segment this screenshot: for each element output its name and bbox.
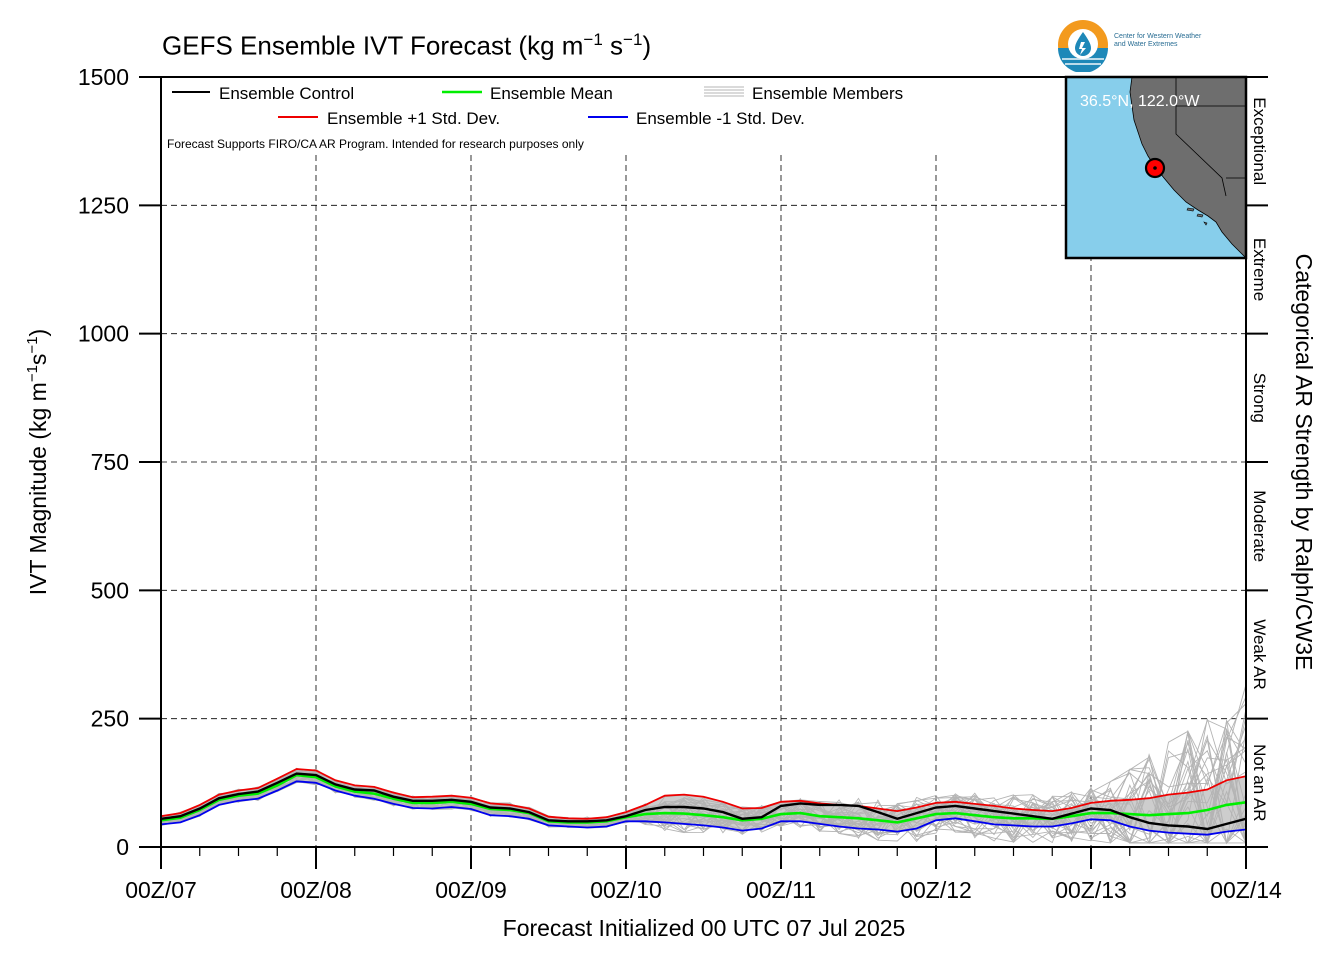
- inset-map: 36.5°N, 122.0°W: [1064, 75, 1248, 260]
- map-islands: [1186, 207, 1208, 226]
- research-note: Forecast Supports FIRO/CA AR Program. In…: [167, 137, 584, 151]
- series-plus-std-line: [161, 768, 1246, 820]
- x-tick-label: 00Z/13: [1055, 877, 1127, 903]
- legend-mean-label: Ensemble Mean: [490, 84, 613, 103]
- cw3e-logo: Center for Western Weather and Water Ext…: [1056, 18, 1246, 74]
- y-tick-label: 1500: [78, 64, 129, 90]
- logo-text: Center for Western Weather and Water Ext…: [1114, 33, 1202, 48]
- map-coordinates: 36.5°N, 122.0°W: [1080, 93, 1200, 110]
- x-tick-label: 00Z/12: [900, 877, 972, 903]
- y-tick-label: 250: [91, 706, 129, 732]
- map-land: [1129, 77, 1246, 258]
- legend-control-label: Ensemble Control: [219, 84, 354, 103]
- x-axis-label: Forecast Initialized 00 UTC 07 Jul 2025: [503, 915, 906, 941]
- category-label: Weak AR: [1250, 619, 1269, 690]
- series-mean-line: [161, 773, 1246, 824]
- category-label: Strong: [1250, 373, 1269, 423]
- x-tick-label: 00Z/09: [435, 877, 507, 903]
- series-minus-std-line: [161, 780, 1246, 836]
- location-marker-center: [1153, 166, 1157, 170]
- y-tick-label: 1250: [78, 192, 129, 218]
- x-tick-label: 00Z/07: [125, 877, 197, 903]
- legend-members-swatch: [704, 86, 744, 97]
- legend-minus-label: Ensemble -1 Std. Dev.: [636, 109, 805, 128]
- y-tick-label: 0: [116, 834, 129, 860]
- water-drop-logo-icon: [1058, 20, 1108, 72]
- chart-title: GEFS Ensemble IVT Forecast (kg m−1 s−1): [162, 30, 652, 61]
- x-tick-label: 00Z/10: [590, 877, 662, 903]
- x-tick-label: 00Z/11: [746, 877, 816, 903]
- y-tick-label: 750: [91, 449, 129, 475]
- y-tick-label: 500: [91, 577, 129, 603]
- category-label: Exceptional: [1250, 97, 1269, 185]
- map-border: [1064, 75, 1248, 260]
- member-line: [161, 708, 1246, 844]
- ar-category-labels: Not an AR Weak AR Moderate Strong Extreme Exc…: [1246, 76, 1269, 848]
- map-state-borders: [1175, 77, 1246, 197]
- category-label: Moderate: [1250, 490, 1269, 562]
- x-tick-label: 00Z/08: [280, 877, 352, 903]
- x-tick-label: 00Z/14: [1210, 877, 1282, 903]
- y-axis-ticks: 0 250 500 750 1000 1250 1500: [78, 64, 161, 860]
- category-label: Not an AR: [1250, 744, 1269, 822]
- legend-members-label: Ensemble Members: [752, 84, 903, 103]
- series-control-line: [161, 772, 1246, 831]
- category-label: Extreme: [1250, 238, 1269, 301]
- right-axis-label: Categorical AR Strength by Ralph/CW3E: [1291, 254, 1317, 671]
- x-axis-ticks: 00Z/07 00Z/08 00Z/09 00Z/10 00Z/11 00Z/12 00Z/…: [125, 847, 1282, 903]
- y-tick-label: 1000: [78, 321, 129, 347]
- y-axis-label: IVT Magnitude (kg m−1s−1): [24, 329, 51, 595]
- ensemble-members: [161, 684, 1246, 845]
- legend-plus-label: Ensemble +1 Std. Dev.: [327, 109, 500, 128]
- legend: Ensemble Control Ensemble Mean Ensemble …: [167, 84, 903, 151]
- grid-lines: [161, 155, 1246, 847]
